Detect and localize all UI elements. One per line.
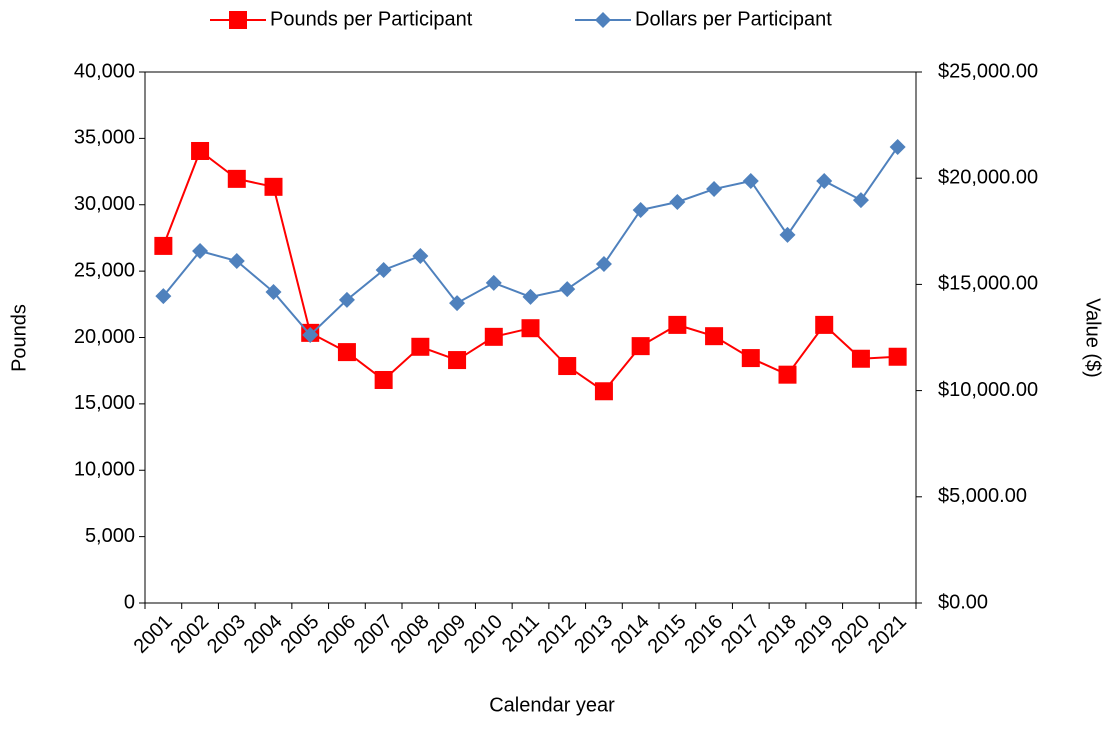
x-tick-label: 2004	[240, 611, 287, 658]
x-tick-label: 2005	[276, 611, 323, 658]
x-tick-label: 2016	[680, 611, 727, 658]
y-tick-label: 30,000	[74, 193, 135, 215]
data-point	[888, 347, 907, 366]
y-tick-label: 40,000	[74, 60, 135, 82]
data-point	[779, 226, 796, 243]
data-point	[302, 326, 319, 343]
y-tick-label: 25,000	[74, 259, 135, 281]
data-point	[705, 327, 724, 346]
legend-label: Dollars per Participant	[635, 8, 832, 30]
legend-marker	[595, 12, 611, 28]
data-point	[485, 274, 502, 291]
data-point	[338, 291, 355, 308]
y-tick-label: 15,000	[74, 392, 135, 414]
data-point	[595, 256, 612, 273]
x-tick-label: 2013	[570, 611, 617, 658]
data-point	[227, 169, 246, 188]
data-point	[594, 382, 613, 401]
x-tick-label: 2014	[607, 611, 654, 658]
data-point	[815, 315, 834, 334]
x-tick-label: 2010	[460, 611, 507, 658]
data-point	[852, 192, 869, 209]
data-point	[337, 343, 356, 362]
x-tick-label: 2019	[790, 611, 837, 658]
data-point	[559, 281, 576, 298]
data-point	[669, 193, 686, 210]
x-tick-label: 2009	[423, 611, 470, 658]
x-tick-label: 2002	[166, 611, 213, 658]
x-tick-label: 2018	[754, 611, 801, 658]
data-point	[375, 261, 392, 278]
x-tick-label: 2006	[313, 611, 360, 658]
data-point	[632, 202, 649, 219]
data-point	[522, 288, 539, 305]
y2-axis-title: Value ($)	[1082, 298, 1104, 378]
x-tick-label: 2017	[717, 611, 764, 658]
y2-tick-label: $25,000.00	[938, 60, 1038, 82]
data-point	[631, 337, 650, 356]
x-tick-label: 2021	[864, 611, 911, 658]
data-point	[228, 253, 245, 270]
data-point	[521, 319, 540, 338]
data-point	[155, 288, 172, 305]
data-point	[484, 327, 503, 346]
data-point	[264, 177, 283, 196]
y-tick-label: 0	[124, 591, 135, 613]
x-tick-label: 2007	[350, 611, 397, 658]
data-point	[449, 295, 466, 312]
y-tick-label: 20,000	[74, 326, 135, 348]
y-axis-title: Pounds	[8, 304, 30, 372]
data-point	[741, 349, 760, 368]
data-point	[778, 365, 797, 384]
data-point	[742, 172, 759, 189]
y-tick-label: 10,000	[74, 459, 135, 481]
data-point	[558, 357, 577, 376]
data-point	[192, 243, 209, 260]
data-point	[668, 315, 687, 334]
data-point	[706, 181, 723, 198]
data-point	[851, 349, 870, 368]
plot-frame	[144, 71, 917, 604]
data-point	[411, 337, 430, 356]
y2-tick-label: $0.00	[938, 591, 988, 613]
data-point	[191, 141, 210, 160]
legend-marker	[229, 11, 247, 29]
data-point	[154, 236, 173, 255]
data-point	[889, 138, 906, 155]
legend-label: Pounds per Participant	[270, 8, 473, 30]
y-tick-label: 35,000	[74, 127, 135, 149]
y2-tick-label: $20,000.00	[938, 166, 1038, 188]
data-point	[816, 172, 833, 189]
x-tick-label: 2003	[203, 611, 250, 658]
y2-tick-label: $10,000.00	[938, 379, 1038, 401]
data-point	[448, 351, 467, 370]
y-tick-label: 5,000	[85, 525, 135, 547]
x-tick-label: 2011	[498, 611, 544, 657]
y2-tick-label: $5,000.00	[938, 485, 1027, 507]
y2-tick-label: $15,000.00	[938, 273, 1038, 295]
data-point	[374, 370, 393, 389]
data-point	[412, 247, 429, 264]
x-tick-label: 2001	[130, 611, 177, 658]
x-axis-title: Calendar year	[489, 694, 615, 716]
x-tick-label: 2020	[827, 611, 874, 658]
x-tick-label: 2012	[533, 611, 580, 658]
x-tick-label: 2008	[387, 611, 434, 658]
data-point	[265, 284, 282, 301]
x-tick-label: 2015	[644, 611, 691, 658]
